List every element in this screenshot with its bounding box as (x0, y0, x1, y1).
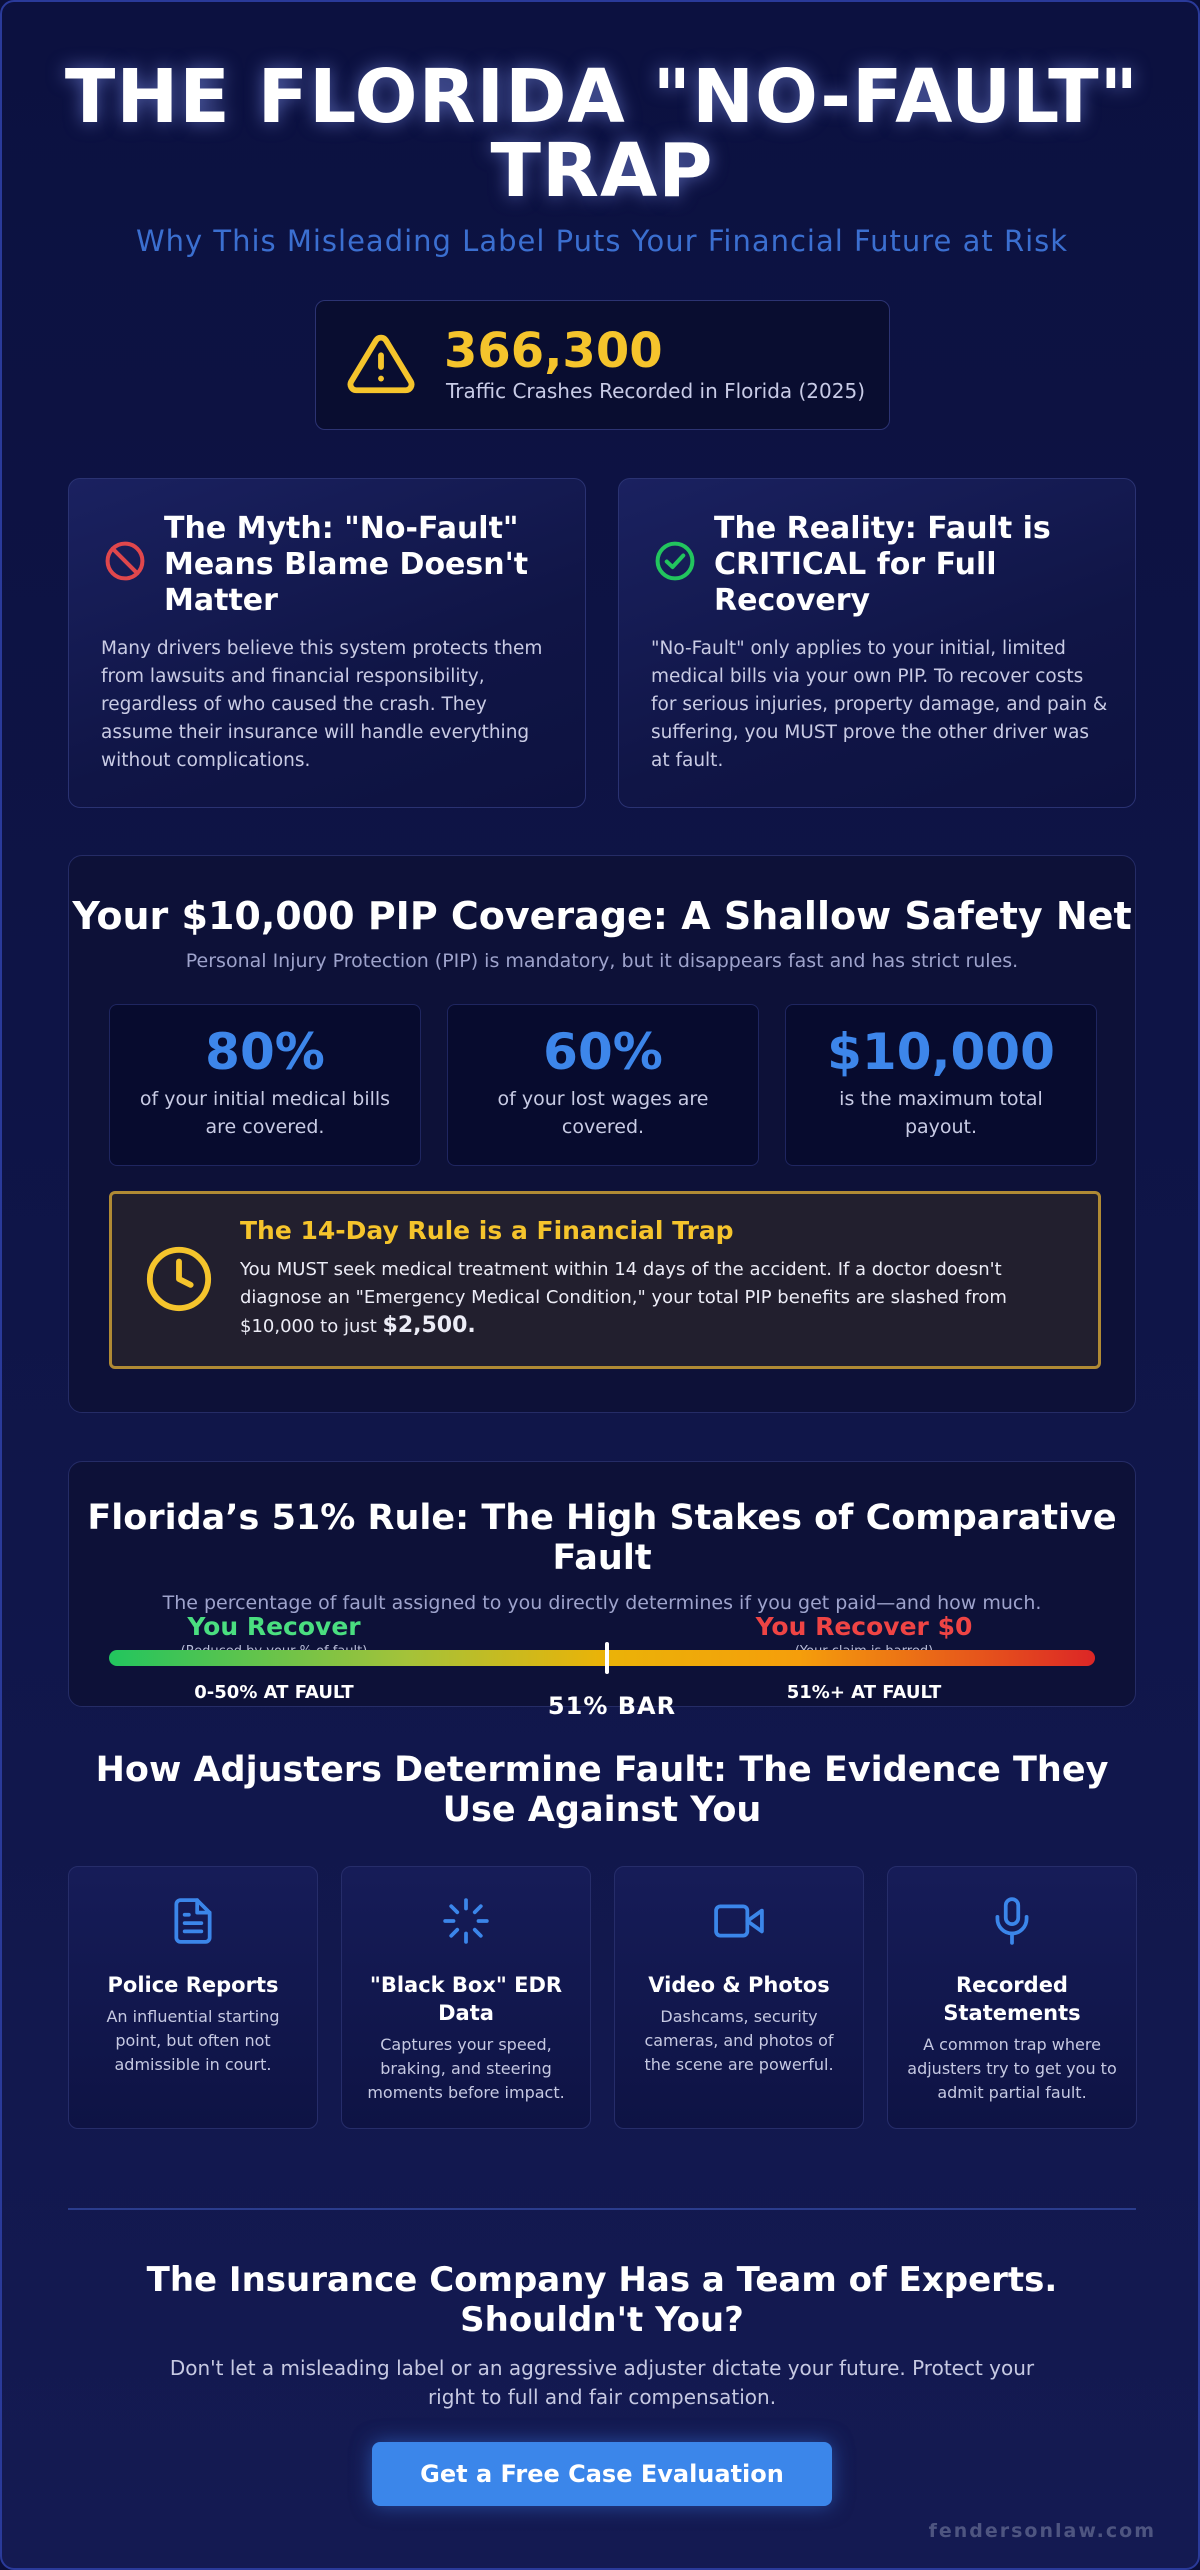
pip-panel: Your $10,000 PIP Coverage: A Shallow Saf… (68, 855, 1136, 1413)
prohibited-icon (105, 541, 145, 581)
reality-card: The Reality: Fault is CRITICAL for Full … (618, 478, 1136, 808)
loading-spinner-icon (443, 1898, 489, 1944)
myth-card: The Myth: "No-Fault" Means Blame Doesn't… (68, 478, 586, 808)
myth-body: Many drivers believe this system protect… (101, 638, 543, 771)
fault-bar-label: 51% BAR (547, 1692, 677, 1720)
pip-stat-wages: 60% of your lost wages are covered. (447, 1004, 759, 1166)
pip-subtitle: Personal Injury Protection (PIP) is mand… (185, 950, 1019, 972)
page-title: THE FLORIDA "NO-FAULT" TRAP (64, 54, 1140, 214)
warning-triangle-icon (347, 334, 415, 394)
warning-text: You MUST seek medical treatment within 1… (240, 1259, 1007, 1337)
evidence-card-edr: "Black Box" EDR Data Captures your speed… (341, 1866, 591, 2129)
recover-zero-label: You Recover $0 (755, 1612, 973, 1641)
evidence-card-video: Video & Photos Dashcams, security camera… (614, 1866, 864, 2129)
brand-watermark: fendersonlaw.com (928, 2520, 1156, 2542)
pip-stat-desc: of your initial medical bills are covere… (139, 1088, 391, 1138)
crash-count-label: Traffic Crashes Recorded in Florida (202… (446, 379, 866, 403)
fault-title: Florida’s 51% Rule: The High Stakes of C… (87, 1498, 1117, 1578)
pip-stat-value: 60% (543, 1023, 663, 1081)
crash-stat-box: 366,300 Traffic Crashes Recorded in Flor… (315, 300, 890, 430)
pip-stat-desc: of your lost wages are covered. (497, 1088, 709, 1138)
page-subtitle: Why This Misleading Label Puts Your Fina… (135, 224, 1069, 258)
fault-subtitle: The percentage of fault assigned to you … (162, 1592, 1042, 1614)
check-circle-icon (655, 541, 695, 581)
clock-icon (146, 1246, 212, 1312)
fault-gradient-bar (109, 1650, 1095, 1666)
reality-title: The Reality: Fault is CRITICAL for Full … (714, 511, 1051, 618)
pip-stat-medical: 80% of your initial medical bills are co… (109, 1004, 421, 1166)
warning-highlight: $2,500. (382, 1313, 476, 1338)
recover-label: You Recover (187, 1612, 361, 1641)
crash-count: 366,300 (444, 323, 663, 379)
evidence-card-police: Police Reports An influential starting p… (68, 1866, 318, 2129)
evidence-title: How Adjusters Determine Fault: The Evide… (95, 1750, 1109, 1830)
evidence-card-desc: Dashcams, security cameras, and photos o… (644, 2007, 834, 2074)
cta-body: Don't let a misleading label or an aggre… (169, 2356, 1035, 2409)
evidence-card-desc: An influential starting point, but often… (106, 2007, 280, 2074)
cta-title: The Insurance Company Has a Team of Expe… (146, 2260, 1058, 2340)
evidence-card-desc: Captures your speed, braking, and steeri… (367, 2035, 565, 2102)
reality-body: "No-Fault" only applies to your initial,… (651, 638, 1108, 771)
pip-title: Your $10,000 PIP Coverage: A Shallow Saf… (72, 894, 1132, 938)
fault-threshold-marker (604, 1642, 609, 1674)
evidence-card-desc: A common trap where adjusters try to get… (907, 2035, 1117, 2102)
evidence-card-title: Video & Photos (648, 1973, 830, 1997)
video-camera-icon (714, 1904, 764, 1938)
myth-title: The Myth: "No-Fault" Means Blame Doesn't… (164, 511, 529, 618)
fault-range-right: 51%+ AT FAULT (786, 1682, 942, 1703)
evidence-card-title: Recorded Statements (943, 1973, 1081, 2025)
fourteen-day-warning: The 14-Day Rule is a Financial Trap You … (109, 1191, 1101, 1369)
evidence-card-title: Police Reports (107, 1973, 279, 1997)
evidence-card-statements: Recorded Statements A common trap where … (887, 1866, 1137, 2129)
free-case-evaluation-button[interactable]: Get a Free Case Evaluation (372, 2442, 832, 2506)
warning-body: You MUST seek medical treatment within 1… (240, 1256, 1060, 1341)
fault-range-left: 0-50% AT FAULT (194, 1682, 354, 1703)
pip-stat-max: $10,000 is the maximum total payout. (785, 1004, 1097, 1166)
pip-stat-desc: is the maximum total payout. (839, 1088, 1043, 1138)
evidence-card-title: "Black Box" EDR Data (369, 1973, 563, 2025)
microphone-icon (995, 1897, 1029, 1945)
document-icon (174, 1898, 212, 1944)
pip-stat-value: $10,000 (827, 1023, 1055, 1081)
fault-panel: Florida’s 51% Rule: The High Stakes of C… (68, 1461, 1136, 1720)
pip-stat-value: 80% (205, 1023, 325, 1081)
warning-title: The 14-Day Rule is a Financial Trap (240, 1216, 734, 1245)
section-divider (68, 2208, 1136, 2210)
